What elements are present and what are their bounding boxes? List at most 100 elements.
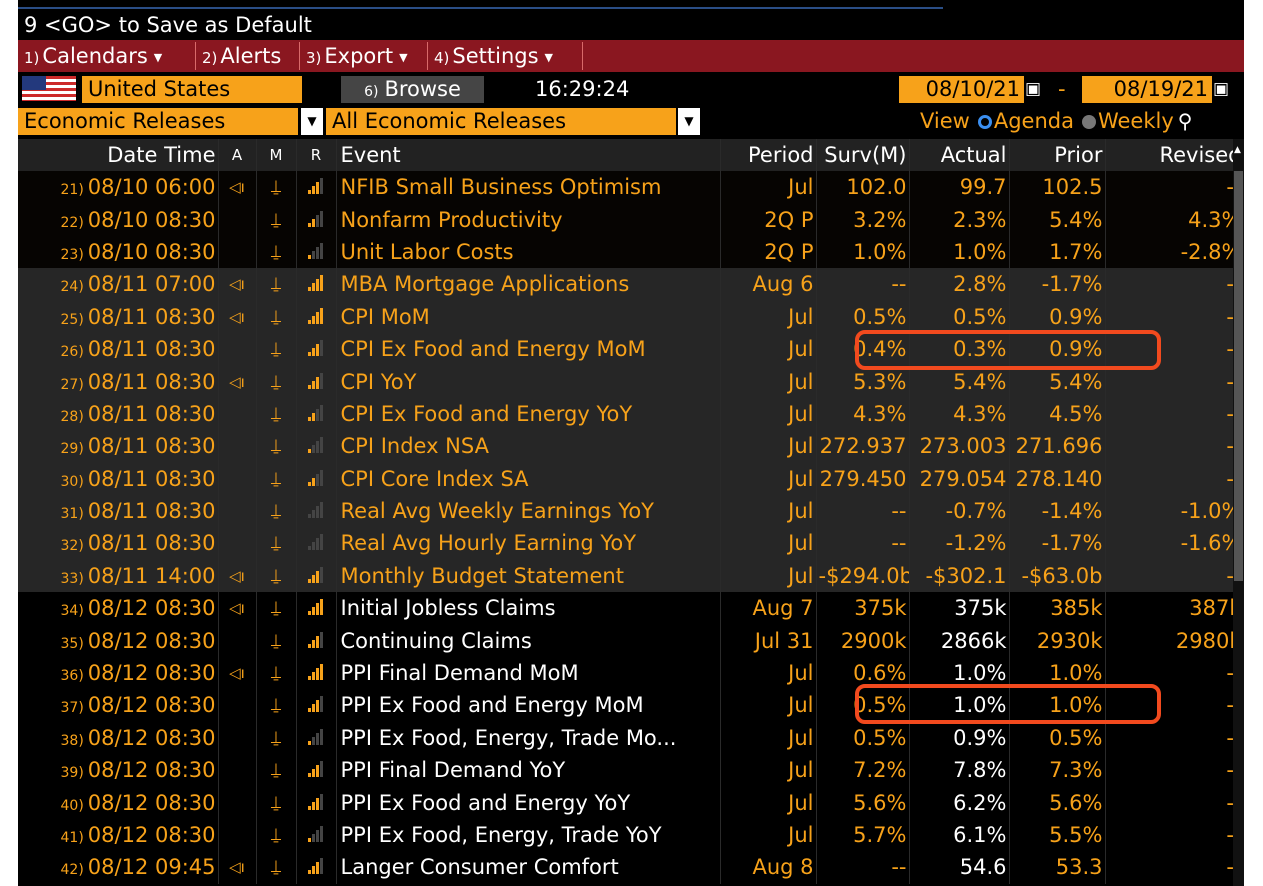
table-row[interactable]: 27)08/11 08:30◁ı⍊CPI YoYJul5.3%5.4%5.4%-… bbox=[18, 365, 1244, 398]
scroll-thumb[interactable] bbox=[1234, 171, 1243, 581]
calendar-icon[interactable]: ▣ bbox=[1025, 76, 1041, 103]
row-alert[interactable]: ⍊ bbox=[256, 559, 297, 593]
row-audio[interactable] bbox=[218, 235, 257, 269]
agenda-label[interactable]: Agenda bbox=[993, 109, 1074, 133]
table-row[interactable]: 38) 08/12 08:30 ⍊ PPI Ex Food, Energy, Trad… bbox=[18, 721, 1244, 755]
table-row[interactable]: 25)08/11 08:30◁ı⍊CPI MoMJul0.5%0.5%0.9%-… bbox=[18, 300, 1244, 333]
row-audio[interactable] bbox=[218, 527, 257, 560]
bell-icon[interactable]: ⍊ bbox=[270, 695, 282, 716]
bell-icon[interactable]: ⍊ bbox=[270, 598, 282, 619]
menu-export[interactable]: 3) Export ▼ bbox=[300, 42, 428, 70]
row-audio[interactable] bbox=[218, 818, 257, 852]
row-alert[interactable]: ⍊ bbox=[256, 592, 297, 625]
menu-alerts[interactable]: 2) Alerts bbox=[196, 42, 300, 70]
speaker-icon[interactable]: ◁ı bbox=[229, 372, 245, 391]
weekly-radio[interactable] bbox=[1081, 115, 1096, 129]
row-audio[interactable] bbox=[218, 754, 257, 787]
col-prior[interactable]: Prior bbox=[1009, 139, 1106, 171]
row-alert[interactable]: ⍊ bbox=[256, 527, 297, 560]
table-row[interactable]: 21) 08/10 06:00 ◁ı ⍊ NFIB Small Business Opt… bbox=[18, 171, 1244, 204]
table-row[interactable]: 33) 08/11 14:00 ◁ı ⍊ Monthly Budget Statemen… bbox=[18, 559, 1244, 593]
table-row[interactable]: 36) 08/12 08:30 ◁ı ⍊ PPI Final Demand MoM Jul… bbox=[18, 656, 1244, 690]
scrollbar[interactable]: ▲ bbox=[1233, 139, 1244, 886]
row-alert[interactable]: ⍊ bbox=[256, 494, 297, 528]
bell-icon[interactable]: ⍊ bbox=[270, 241, 282, 262]
col-relevance[interactable]: R bbox=[296, 139, 337, 171]
bell-icon[interactable]: ⍊ bbox=[270, 501, 282, 522]
speaker-icon[interactable]: ◁ı bbox=[229, 307, 245, 326]
bell-icon[interactable]: ⍊ bbox=[270, 306, 282, 327]
speaker-icon[interactable]: ◁ı bbox=[229, 664, 245, 683]
col-revised[interactable]: Revised bbox=[1105, 139, 1244, 171]
search-people-icon[interactable]: ⚲ bbox=[1177, 109, 1193, 133]
row-alert[interactable]: ⍊ bbox=[256, 656, 297, 690]
bell-icon[interactable]: ⍊ bbox=[270, 663, 282, 684]
bell-icon[interactable]: ⍊ bbox=[270, 339, 282, 360]
row-audio[interactable]: ◁ı bbox=[218, 171, 257, 204]
row-audio[interactable] bbox=[218, 203, 257, 236]
col-datetime[interactable]: Date Time bbox=[18, 139, 219, 171]
row-audio[interactable]: ◁ı bbox=[218, 592, 257, 625]
table-row[interactable]: 42) 08/12 09:45 ◁ı ⍊ Langer Consumer Comfort… bbox=[18, 851, 1244, 884]
table-row[interactable]: 35) 08/12 08:30 ⍊ Continuing Claims Jul 31 29… bbox=[18, 624, 1244, 657]
bell-icon[interactable]: ⍊ bbox=[270, 436, 282, 457]
row-audio[interactable] bbox=[218, 624, 257, 657]
row-alert[interactable]: ⍊ bbox=[256, 332, 297, 366]
row-audio[interactable] bbox=[218, 494, 257, 528]
bell-icon[interactable]: ⍊ bbox=[270, 565, 282, 586]
table-row[interactable]: 34) 08/12 08:30 ◁ı ⍊ Initial Jobless Claims A… bbox=[18, 592, 1244, 625]
row-alert[interactable]: ⍊ bbox=[256, 818, 297, 852]
table-row[interactable]: 37) 08/12 08:30 ⍊ PPI Ex Food and Energy Mo… bbox=[18, 689, 1244, 722]
row-audio[interactable] bbox=[218, 397, 257, 431]
col-period[interactable]: Period bbox=[720, 139, 817, 171]
speaker-icon[interactable]: ◁ı bbox=[229, 178, 245, 197]
row-audio[interactable]: ◁ı bbox=[218, 268, 257, 301]
speaker-icon[interactable]: ◁ı bbox=[229, 275, 245, 294]
weekly-label[interactable]: Weekly bbox=[1097, 109, 1174, 133]
col-event[interactable]: Event bbox=[336, 139, 721, 171]
menu-calendars[interactable]: 1) Calendars ▼ bbox=[18, 42, 196, 70]
row-alert[interactable]: ⍊ bbox=[256, 268, 297, 301]
table-row[interactable]: 24) 08/11 07:00 ◁ı ⍊ MBA Mortgage Applicatio… bbox=[18, 268, 1244, 301]
bell-icon[interactable]: ⍊ bbox=[270, 371, 282, 392]
chevron-down-icon[interactable]: ▼ bbox=[678, 108, 700, 135]
speaker-icon[interactable]: ◁ı bbox=[229, 566, 245, 585]
row-audio[interactable] bbox=[218, 721, 257, 755]
subcategory-select[interactable]: All Economic Releases bbox=[326, 108, 676, 135]
browse-button[interactable]: 6) Browse bbox=[341, 76, 484, 103]
row-alert[interactable]: ⍊ bbox=[256, 851, 297, 884]
table-row[interactable]: 26) 08/11 08:30 ⍊ CPI Ex Food and Energy Mo… bbox=[18, 332, 1244, 366]
row-alert[interactable]: ⍊ bbox=[256, 462, 297, 495]
row-audio[interactable] bbox=[218, 332, 257, 366]
row-alert[interactable]: ⍊ bbox=[256, 430, 297, 463]
row-alert[interactable]: ⍊ bbox=[256, 721, 297, 755]
table-row[interactable]: 31) 08/11 08:30 ⍊ Real Avg Weekly Earnings … bbox=[18, 494, 1244, 528]
row-audio[interactable]: ◁ı bbox=[218, 365, 257, 398]
table-row[interactable]: 23) 08/10 08:30 ⍊ Unit Labor Costs 2Q P 1.0% 1… bbox=[18, 235, 1244, 269]
col-survey[interactable]: Surv(M) bbox=[816, 139, 910, 171]
row-alert[interactable]: ⍊ bbox=[256, 203, 297, 236]
bell-icon[interactable]: ⍊ bbox=[270, 630, 282, 651]
row-audio[interactable]: ◁ı bbox=[218, 656, 257, 690]
bell-icon[interactable]: ⍊ bbox=[270, 727, 282, 748]
row-alert[interactable]: ⍊ bbox=[256, 397, 297, 431]
row-alert[interactable]: ⍊ bbox=[256, 365, 297, 398]
row-alert[interactable]: ⍊ bbox=[256, 171, 297, 204]
bell-icon[interactable]: ⍊ bbox=[270, 792, 282, 813]
row-alert[interactable]: ⍊ bbox=[256, 300, 297, 333]
bell-icon[interactable]: ⍊ bbox=[270, 533, 282, 554]
menu-settings[interactable]: 4) Settings ▼ bbox=[428, 42, 583, 70]
scroll-up-icon[interactable]: ▲ bbox=[1234, 145, 1241, 155]
category-select[interactable]: Economic Releases bbox=[18, 108, 298, 135]
chevron-down-icon[interactable]: ▼ bbox=[301, 108, 323, 135]
bell-icon[interactable]: ⍊ bbox=[270, 468, 282, 489]
row-audio[interactable] bbox=[218, 430, 257, 463]
table-row[interactable]: 28) 08/11 08:30 ⍊ CPI Ex Food and Energy Yo… bbox=[18, 397, 1244, 431]
bell-icon[interactable]: ⍊ bbox=[270, 857, 282, 878]
table-row[interactable]: 29) 08/11 08:30 ⍊ CPI Index NSA Jul 272.937 27… bbox=[18, 430, 1244, 463]
col-alert[interactable]: M bbox=[256, 139, 297, 171]
row-alert[interactable]: ⍊ bbox=[256, 754, 297, 787]
row-alert[interactable]: ⍊ bbox=[256, 786, 297, 819]
col-audio[interactable]: A bbox=[218, 139, 257, 171]
